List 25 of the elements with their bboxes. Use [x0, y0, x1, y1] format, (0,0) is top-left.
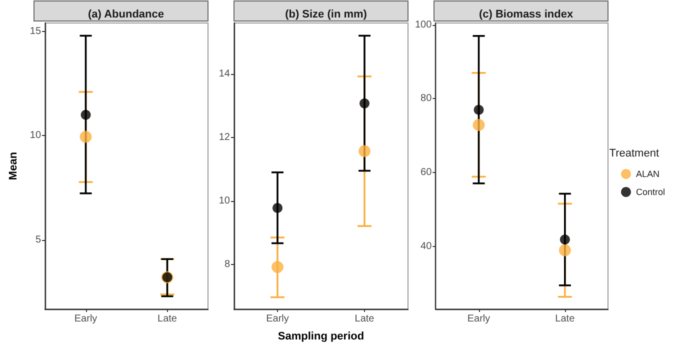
x-axis-title: Sampling period: [278, 330, 364, 342]
x-tick-label: Late: [354, 314, 375, 324]
y-tick-label: 60: [420, 167, 432, 178]
y-tick-label: 100: [414, 19, 432, 30]
legend-label: ALAN: [636, 169, 660, 179]
x-tick-label: Late: [555, 314, 576, 324]
y-axis-title: Mean: [8, 152, 20, 180]
x-tick-label: Early: [74, 314, 98, 324]
x-tick-label: Late: [158, 314, 178, 324]
y-tick-label: 5: [35, 234, 42, 246]
y-tick-label: 12: [218, 132, 230, 143]
y-tick-label: 40: [420, 241, 432, 252]
y-tick-label: 80: [420, 93, 432, 104]
y-tick-label: 8: [224, 259, 230, 270]
legend-label: Control: [636, 187, 666, 197]
x-tick-label: Early: [266, 314, 289, 324]
y-tick-label: 15: [30, 26, 42, 37]
chart-title: (b) Size (in mm): [285, 8, 368, 20]
chart-title: (c) Biomass index: [478, 8, 574, 20]
chart-title: (a) Abundance: [88, 8, 164, 20]
y-tick-label: 10: [30, 130, 42, 142]
legend-title: Treatment: [609, 148, 660, 160]
y-tick-label: 10: [218, 195, 230, 206]
x-tick-label: Early: [467, 314, 490, 324]
y-tick-label: 14: [218, 68, 230, 80]
